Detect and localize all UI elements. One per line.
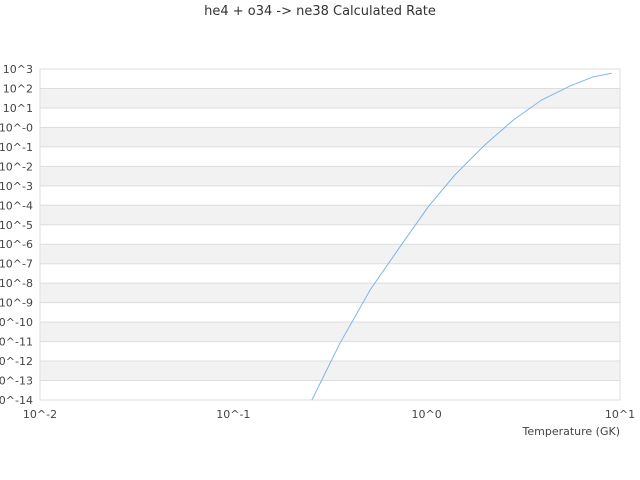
grid-band bbox=[40, 107, 620, 128]
y-tick-label: 10^3 bbox=[3, 63, 33, 76]
y-tick-label: 10^-13 bbox=[0, 375, 33, 388]
x-tick-label: 10^-2 bbox=[23, 408, 57, 421]
x-tick-label: 10^0 bbox=[412, 408, 442, 421]
grid-band bbox=[40, 322, 620, 342]
grid-band bbox=[40, 283, 620, 303]
y-tick-label: 10^1 bbox=[3, 102, 33, 115]
grid-band bbox=[40, 166, 620, 186]
grid-band bbox=[40, 146, 620, 167]
series-line bbox=[311, 72, 612, 401]
y-tick-label: 10^-5 bbox=[0, 219, 33, 232]
x-tick-label: 10^1 bbox=[605, 408, 635, 421]
y-tick-label: 10^-7 bbox=[0, 258, 33, 271]
y-tick-label: 10^-2 bbox=[0, 160, 33, 173]
grid-band bbox=[40, 88, 620, 108]
plot-border bbox=[39, 68, 621, 401]
y-tick-label: 10^-1 bbox=[0, 141, 33, 154]
grid-band bbox=[40, 263, 620, 284]
grid-band bbox=[40, 380, 620, 400]
y-tick-label: 10^-4 bbox=[0, 199, 33, 212]
y-tick-label: 10^-10 bbox=[0, 316, 33, 329]
y-tick-label: 10^-12 bbox=[0, 355, 33, 368]
y-tick-label: 10^-9 bbox=[0, 297, 33, 310]
y-tick-label: 10^-6 bbox=[0, 238, 33, 251]
grid-band bbox=[40, 127, 620, 147]
grid-band bbox=[40, 205, 620, 225]
y-tick-label: 10^-8 bbox=[0, 277, 33, 290]
grid-band bbox=[40, 244, 620, 264]
grid-band bbox=[40, 185, 620, 206]
y-tick-label: 10^-14 bbox=[0, 394, 33, 407]
grid-band bbox=[40, 302, 620, 323]
chart-title: he4 + o34 -> ne38 Calculated Rate bbox=[204, 4, 436, 19]
grid-band bbox=[40, 69, 620, 89]
y-tick-label: 10^-3 bbox=[0, 180, 33, 193]
x-axis-label: Temperature (GK) bbox=[522, 425, 621, 438]
grid-band bbox=[40, 224, 620, 245]
grid-band bbox=[40, 361, 620, 381]
y-tick-label: 10^-11 bbox=[0, 336, 33, 349]
x-tick-label: 10^-1 bbox=[216, 408, 250, 421]
y-tick-label: 10^2 bbox=[3, 82, 33, 95]
grid-band bbox=[40, 341, 620, 362]
y-tick-label: 10^-0 bbox=[0, 121, 33, 134]
